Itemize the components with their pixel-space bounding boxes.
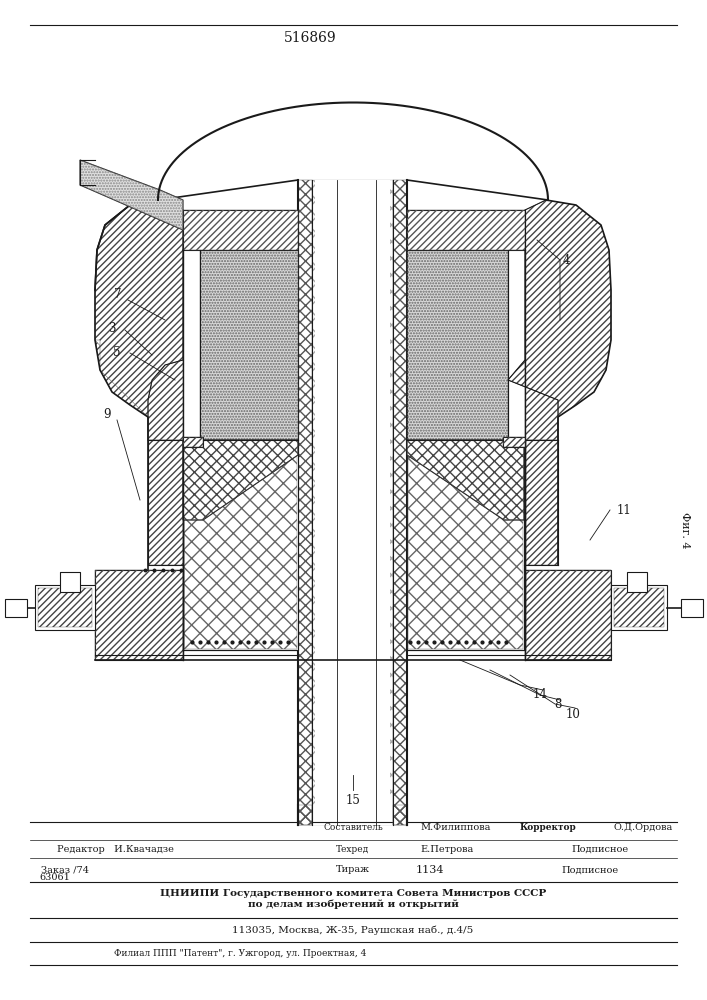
- Bar: [407, 210, 525, 250]
- Bar: [503, 437, 525, 447]
- Bar: [393, 180, 407, 825]
- Polygon shape: [95, 340, 183, 440]
- Text: Заказ /74: Заказ /74: [41, 865, 89, 874]
- Bar: [183, 437, 203, 447]
- Bar: [525, 570, 611, 660]
- Text: по делам изобретений и открытий: по делам изобретений и открытий: [247, 899, 458, 909]
- Polygon shape: [95, 200, 183, 417]
- Bar: [503, 437, 525, 447]
- Text: 63061: 63061: [40, 874, 71, 882]
- Bar: [183, 440, 298, 650]
- Bar: [298, 805, 312, 825]
- Text: 5: 5: [113, 346, 121, 359]
- Bar: [312, 805, 393, 825]
- Text: ЦНИИПИ Государственного комитета Совета Министров СССР: ЦНИИПИ Государственного комитета Совета …: [160, 888, 546, 898]
- Bar: [393, 805, 407, 825]
- Bar: [312, 180, 393, 825]
- Text: Редактор   И.Квачадзе: Редактор И.Квачадзе: [57, 844, 173, 854]
- Text: Фиг. 4: Фиг. 4: [680, 512, 690, 548]
- Text: Техред: Техред: [337, 844, 370, 854]
- Bar: [525, 570, 611, 660]
- Bar: [183, 437, 203, 447]
- Bar: [35, 585, 95, 630]
- Bar: [95, 570, 183, 660]
- Bar: [183, 210, 298, 250]
- Bar: [614, 588, 664, 627]
- Bar: [148, 440, 183, 565]
- Bar: [407, 250, 508, 440]
- Polygon shape: [80, 160, 183, 230]
- Text: Е.Петрова: Е.Петрова: [420, 844, 473, 854]
- Bar: [184, 441, 297, 649]
- Polygon shape: [183, 440, 298, 520]
- Polygon shape: [407, 440, 524, 520]
- Bar: [627, 572, 647, 592]
- Bar: [183, 440, 298, 650]
- Text: 516869: 516869: [284, 31, 337, 45]
- Text: О.Д.Ордова: О.Д.Ордова: [613, 824, 672, 832]
- Text: 113035, Москва, Ж-35, Раушская наб., д.4/5: 113035, Москва, Ж-35, Раушская наб., д.4…: [233, 925, 474, 935]
- Polygon shape: [508, 360, 558, 440]
- Polygon shape: [508, 200, 611, 417]
- Bar: [407, 250, 508, 440]
- Text: 11: 11: [617, 504, 632, 516]
- Text: 15: 15: [346, 794, 361, 806]
- Bar: [681, 599, 703, 617]
- Bar: [183, 440, 298, 650]
- Bar: [611, 585, 667, 630]
- Text: Филиал ППП "Патент", г. Ужгород, ул. Проектная, 4: Филиал ППП "Патент", г. Ужгород, ул. Про…: [114, 950, 366, 958]
- Text: 1134: 1134: [416, 865, 444, 875]
- Bar: [525, 440, 558, 565]
- Bar: [298, 180, 312, 825]
- Bar: [298, 180, 312, 825]
- Bar: [407, 440, 525, 650]
- Bar: [60, 572, 80, 592]
- Text: Корректор: Корректор: [520, 824, 576, 832]
- Text: 8: 8: [554, 698, 561, 712]
- Bar: [312, 180, 393, 825]
- Text: М.Филиппова: М.Филиппова: [420, 824, 491, 832]
- Text: Составитель: Составитель: [323, 824, 383, 832]
- Bar: [393, 180, 407, 825]
- Text: Подписное: Подписное: [571, 844, 629, 854]
- Bar: [183, 210, 298, 250]
- Text: 4: 4: [563, 253, 571, 266]
- Bar: [408, 441, 523, 649]
- Text: 3: 3: [108, 322, 116, 334]
- Bar: [200, 250, 298, 440]
- Bar: [148, 440, 183, 565]
- Text: 9: 9: [103, 408, 111, 422]
- Bar: [5, 599, 27, 617]
- Text: Подписное: Подписное: [561, 865, 619, 874]
- Text: 10: 10: [566, 708, 580, 720]
- Bar: [407, 440, 524, 650]
- Bar: [407, 440, 525, 650]
- Bar: [200, 250, 298, 440]
- Text: 14: 14: [532, 688, 547, 702]
- Bar: [315, 180, 390, 825]
- Bar: [95, 570, 183, 660]
- Bar: [525, 440, 558, 565]
- Bar: [38, 588, 92, 627]
- Bar: [407, 210, 525, 250]
- Text: Тираж: Тираж: [336, 865, 370, 874]
- Text: 7: 7: [115, 288, 122, 302]
